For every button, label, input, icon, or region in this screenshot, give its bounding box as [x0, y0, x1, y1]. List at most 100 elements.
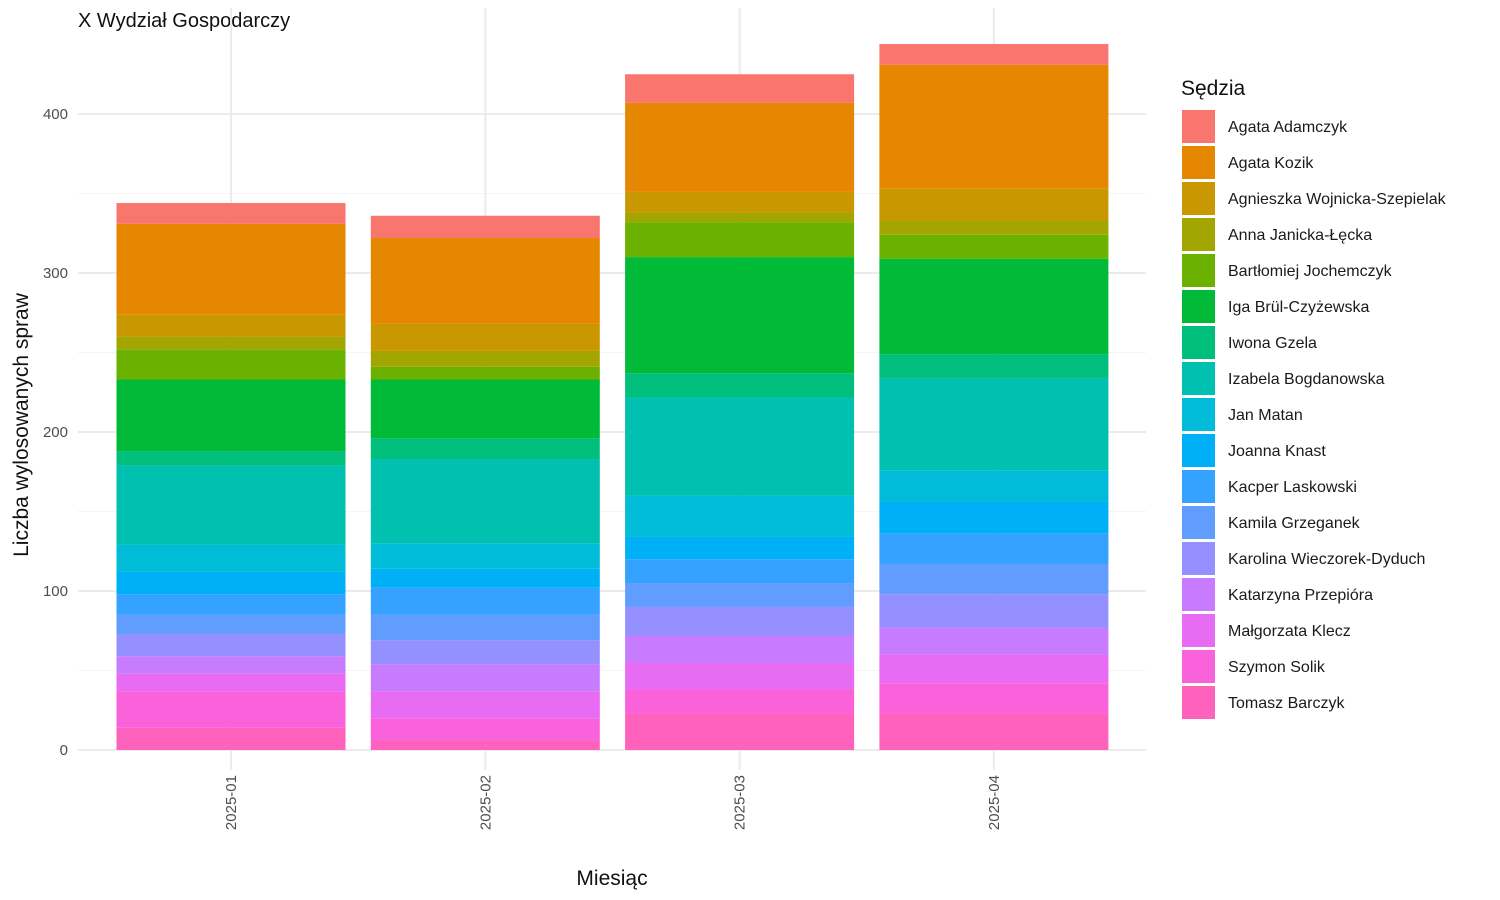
bar-stack [879, 44, 1109, 750]
legend-label: Agata Adamczyk [1228, 119, 1348, 136]
bar-segment [370, 438, 600, 460]
chart-title: X Wydział Gospodarczy [78, 10, 290, 32]
bar-segment [625, 102, 855, 192]
bar-segment [116, 223, 346, 315]
legend-swatch [1182, 506, 1215, 539]
bar-segment [879, 713, 1109, 750]
bar-segment [370, 587, 600, 615]
bar-segment [879, 258, 1109, 355]
bar-segment [879, 220, 1109, 235]
bar-segment [625, 373, 855, 398]
legend-label: Szymon Solik [1228, 659, 1326, 676]
legend-swatch [1182, 434, 1215, 467]
bar-segment [625, 662, 855, 690]
bar-segment [116, 465, 346, 545]
bar-segment [625, 536, 855, 560]
legend-swatch [1182, 470, 1215, 503]
bar-stack [625, 74, 855, 750]
bar-segment [370, 640, 600, 665]
legend-label: Joanna Knast [1228, 443, 1326, 460]
bar-segment [370, 543, 600, 569]
x-axis-title: Miesiąc [576, 867, 647, 890]
legend-swatch [1182, 614, 1215, 647]
legend-swatch [1182, 218, 1215, 251]
legend-label: Anna Janicka-Łęcka [1228, 227, 1372, 244]
bar-segment [370, 718, 600, 741]
bar-segment [625, 713, 855, 750]
bar-segment [116, 614, 346, 634]
bar-segment [116, 727, 346, 750]
bar-segment [370, 323, 600, 351]
x-tick-label: 2025-02 [477, 775, 494, 830]
y-tick-label: 100 [43, 583, 68, 600]
bar-segment [370, 740, 600, 750]
bar-segment [116, 691, 346, 728]
legend-swatch [1182, 578, 1215, 611]
bar-segment [879, 470, 1109, 502]
bar-segment [370, 691, 600, 719]
bar-segment [625, 689, 855, 714]
bar-segment [879, 533, 1109, 564]
legend-label: Małgorzata Klecz [1228, 623, 1351, 640]
bar-segment [370, 614, 600, 641]
legend-swatch [1182, 254, 1215, 287]
bar-segment [370, 664, 600, 692]
bar-segment [116, 203, 346, 224]
x-axis: 2025-01 2025-02 2025-03 2025-04 [223, 775, 1003, 830]
bar-segment [116, 349, 346, 380]
bar-segment [116, 656, 346, 674]
legend-label: Katarzyna Przepióra [1228, 587, 1373, 604]
bar-segment [625, 559, 855, 584]
legend: Sędzia Agata Adamczyk Agata Kozik Agnieszk… [1181, 77, 1447, 719]
legend-label: Agnieszka Wojnicka-Szepielak [1228, 191, 1447, 208]
bar-segment [625, 495, 855, 537]
bar-segment [879, 594, 1109, 628]
legend-label: Iwona Gzela [1228, 335, 1317, 352]
bar-segment [625, 606, 855, 636]
y-tick-label: 0 [60, 742, 68, 759]
y-axis-title: Liczba wylosowanych spraw [10, 292, 33, 557]
bar-segment [116, 336, 346, 350]
legend-label: Karolina Wieczorek-Dyduch [1228, 551, 1425, 568]
y-tick-label: 300 [43, 265, 68, 282]
bar-segment [625, 74, 855, 103]
y-tick-label: 400 [43, 106, 68, 123]
legend-swatch [1182, 650, 1215, 683]
x-tick-label: 2025-03 [732, 775, 749, 830]
bar-segment [879, 354, 1109, 378]
bar-segment [879, 64, 1109, 189]
bar-segment [625, 635, 855, 663]
bar-stack [370, 215, 600, 750]
bar-segment [625, 191, 855, 213]
bar-segment [879, 234, 1109, 259]
bar-segment [116, 571, 346, 595]
legend-label: Kacper Laskowski [1228, 479, 1357, 496]
legend-label: Bartłomiej Jochemczyk [1228, 263, 1393, 280]
bar-segment [370, 215, 600, 239]
legend-label: Izabela Bogdanowska [1228, 371, 1385, 388]
legend-swatch [1182, 542, 1215, 575]
bar-segment [625, 212, 855, 223]
bar-segment [625, 257, 855, 374]
legend-label: Iga Brül-Czyżewska [1228, 299, 1369, 316]
legend-swatch [1182, 146, 1215, 179]
bars [116, 44, 1109, 750]
bar-segment [370, 366, 600, 380]
bar-segment [879, 377, 1109, 471]
legend-swatch [1182, 110, 1215, 143]
legend-swatch [1182, 362, 1215, 395]
legend-swatch [1182, 686, 1215, 719]
x-tick-label: 2025-01 [223, 775, 240, 830]
bar-segment [879, 563, 1109, 595]
y-axis: 0 100 200 300 400 [43, 106, 68, 759]
bar-segment [879, 188, 1109, 221]
bar-segment [879, 627, 1109, 655]
bar-segment [879, 501, 1109, 534]
bar-segment [116, 314, 346, 337]
bar-segment [116, 673, 346, 692]
bar-segment [625, 397, 855, 496]
legend-label: Kamila Grzeganek [1228, 515, 1361, 532]
x-tick-label: 2025-04 [986, 775, 1003, 830]
bar-segment [879, 683, 1109, 714]
bar-segment [116, 544, 346, 572]
